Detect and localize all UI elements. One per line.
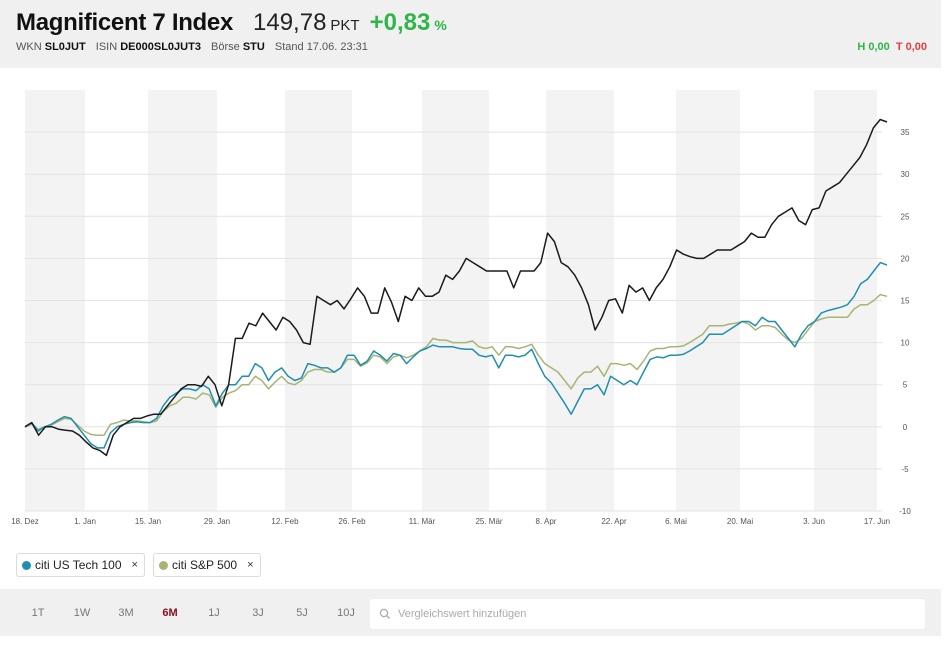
x-tick-label: 3. Jun: [803, 517, 825, 526]
y-tick-label: 35: [901, 128, 910, 137]
high-value: H 0,00: [857, 41, 890, 53]
y-tick-label: 20: [901, 254, 910, 263]
low-value: T 0,00: [895, 41, 927, 53]
x-tick-label: 6. Mai: [665, 517, 687, 526]
y-tick-label: 0: [903, 423, 908, 432]
range-selector: 1T 1W 3M 6M 1J 3J 5J 10J: [16, 589, 368, 636]
compare-search[interactable]: [370, 599, 925, 629]
range-1t[interactable]: 1T: [31, 606, 45, 619]
y-tick-label: 10: [901, 339, 910, 348]
remove-compare-icon[interactable]: ×: [247, 559, 254, 571]
high-low: H 0,00 T 0,00: [857, 41, 927, 53]
range-10j[interactable]: 10J: [337, 606, 355, 619]
x-tick-label: 1. Jan: [74, 517, 96, 526]
legend-dot: [158, 560, 168, 570]
range-toolbar: 1T 1W 3M 6M 1J 3J 5J 10J: [0, 589, 941, 636]
y-tick-label: 5: [903, 381, 908, 390]
x-tick-label: 8. Apr: [536, 517, 557, 526]
series-line-tech100: [24, 261, 888, 449]
y-tick-label: 15: [901, 297, 910, 306]
change-percent-sign: %: [434, 17, 447, 33]
range-1j[interactable]: 1J: [208, 606, 220, 619]
legend-label: citi US Tech 100: [35, 558, 122, 572]
range-5j[interactable]: 5J: [296, 606, 308, 619]
search-icon: [379, 608, 390, 619]
x-tick-label: 25. Mär: [475, 517, 502, 526]
range-1w[interactable]: 1W: [73, 606, 91, 619]
isin-label: ISIN: [95, 41, 118, 53]
x-tick-label: 12. Feb: [271, 517, 299, 526]
legend-chip-tech100: citi US Tech 100 ×: [16, 553, 145, 577]
timestamp: Stand 17.06. 23:31: [274, 41, 368, 53]
security-meta: WKN SL0JUT ISIN DE000SL0JUT3 Börse STU S…: [16, 41, 368, 53]
x-tick-label: 29. Jan: [204, 517, 230, 526]
wkn-value: SL0JUT: [44, 41, 86, 53]
x-tick-label: 22. Apr: [601, 517, 627, 526]
quote-header: Magnificent 7 Index 149,78 PKT +0,83 % W…: [0, 0, 941, 68]
compare-search-input[interactable]: [396, 607, 900, 621]
x-tick-label: 26. Feb: [338, 517, 366, 526]
range-3m[interactable]: 3M: [118, 606, 134, 619]
y-tick-label: -10: [899, 507, 911, 516]
title-row: Magnificent 7 Index 149,78 PKT +0,83 %: [16, 9, 447, 37]
legend-label: citi S&P 500: [171, 558, 238, 572]
x-tick-label: 11. Mär: [409, 517, 436, 526]
chart-area[interactable]: -10 -5 0 5 10 15 20 25 30 35 18. Dez 1. Jan 15. Jan 2…: [0, 68, 941, 538]
x-tick-label: 17. Jun: [864, 517, 890, 526]
isin-value: DE000SL0JUT3: [120, 41, 201, 53]
wkn-label: WKN: [16, 41, 42, 53]
x-tick-label: 20. Mai: [727, 517, 753, 526]
price-unit: PKT: [330, 17, 360, 34]
legend-dot: [22, 560, 31, 570]
exchange-label: Börse: [211, 41, 240, 53]
remove-compare-icon[interactable]: ×: [131, 559, 138, 571]
range-3j[interactable]: 3J: [252, 606, 264, 619]
price-chart[interactable]: -10 -5 0 5 10 15 20 25 30 35 18. Dez 1. Jan 15. Jan 2…: [0, 68, 941, 538]
x-tick-label: 18. Dez: [11, 517, 39, 526]
change-value: +0,83: [369, 9, 431, 36]
page-title: Magnificent 7 Index: [16, 9, 234, 36]
range-6m[interactable]: 6M: [162, 606, 178, 619]
exchange-value: STU: [242, 41, 265, 53]
x-tick-label: 15. Jan: [135, 517, 161, 526]
y-tick-label: -5: [901, 465, 909, 474]
y-tick-label: 25: [901, 212, 910, 221]
legend-chip-sp500: citi S&P 500 ×: [152, 553, 261, 577]
series-line-index: [24, 118, 888, 457]
y-tick-label: 30: [901, 170, 910, 179]
compare-legend: citi US Tech 100 × citi S&P 500 ×: [16, 553, 261, 577]
price-value: 149,78: [253, 9, 327, 36]
